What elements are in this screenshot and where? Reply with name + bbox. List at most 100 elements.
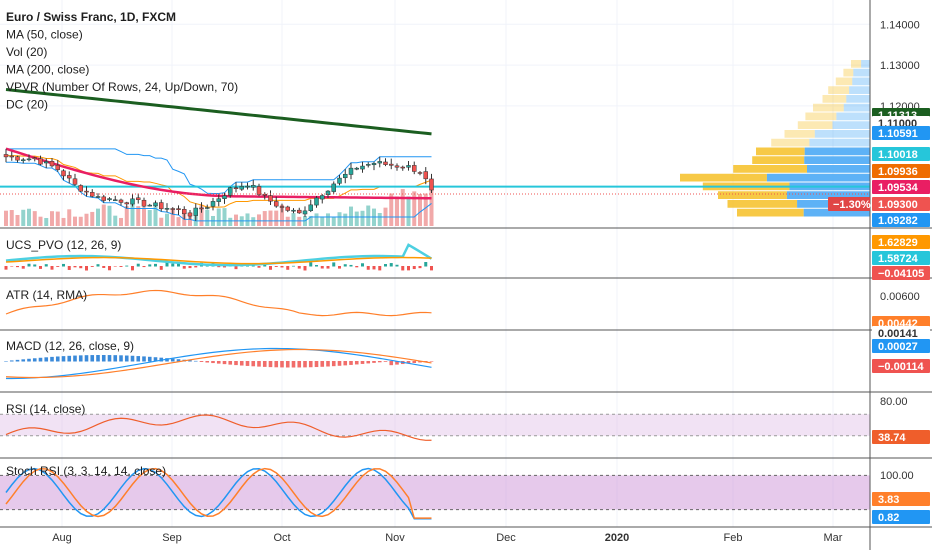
candle-body[interactable] (228, 187, 233, 196)
pvo-histogram-bar (79, 266, 83, 269)
volume-bar (251, 217, 256, 226)
indicator-badge: −0.00114 (878, 361, 924, 373)
candle-body[interactable] (199, 207, 204, 210)
candle-body[interactable] (32, 157, 37, 160)
candle-body[interactable] (216, 198, 221, 202)
candle-body[interactable] (55, 164, 60, 170)
candle-body[interactable] (78, 185, 83, 192)
macd-histogram-bar (44, 357, 49, 362)
candle-body[interactable] (210, 201, 216, 207)
candle-body[interactable] (377, 161, 382, 164)
candle-body[interactable] (21, 159, 26, 161)
candle-body[interactable] (360, 165, 365, 170)
vpvr-down-row (784, 130, 815, 138)
macd-histogram-bar (27, 358, 31, 362)
indicator-badge-bg (872, 235, 930, 249)
candle-body[interactable] (107, 198, 112, 201)
pvo-histogram-bar (177, 262, 180, 267)
candle-body[interactable] (67, 175, 72, 179)
vpvr-down-row (835, 77, 853, 86)
indicator-badge: 0.82 (878, 512, 899, 524)
candle-body[interactable] (291, 209, 296, 212)
indicator-legend: ATR (14, RMA) (6, 288, 87, 302)
candle-body[interactable] (245, 185, 250, 188)
candle-body[interactable] (15, 156, 20, 161)
candle-body[interactable] (170, 208, 175, 210)
candle-body[interactable] (429, 178, 434, 191)
candle-body[interactable] (366, 164, 371, 166)
candle-body[interactable] (371, 163, 377, 166)
candle-body[interactable] (256, 186, 262, 195)
candle-body[interactable] (130, 198, 135, 205)
candle-body[interactable] (9, 155, 14, 158)
candle-body[interactable] (308, 204, 313, 211)
candle-body[interactable] (124, 202, 129, 205)
candle-body[interactable] (141, 199, 147, 207)
candle-body[interactable] (113, 199, 118, 201)
candle-body[interactable] (38, 158, 43, 165)
candle-body[interactable] (383, 161, 388, 165)
pvo-histogram-bar (401, 266, 405, 271)
candle-body[interactable] (72, 178, 78, 185)
candle-body[interactable] (337, 177, 342, 184)
macd-histogram-bar (406, 361, 411, 364)
candle-body[interactable] (136, 197, 141, 200)
candle-body[interactable] (412, 165, 417, 172)
candle-body[interactable] (297, 209, 302, 214)
candle-body[interactable] (233, 187, 239, 190)
candle-body[interactable] (274, 201, 279, 207)
candle-body[interactable] (348, 167, 354, 175)
price-pane[interactable] (0, 88, 870, 226)
candle-body[interactable] (164, 208, 170, 210)
candle-body[interactable] (222, 195, 227, 199)
volume-bar (27, 208, 31, 226)
candle-body[interactable] (159, 202, 164, 210)
macd-histogram-bar (9, 360, 14, 362)
candle-body[interactable] (406, 165, 411, 168)
candle-body[interactable] (239, 186, 244, 190)
candle-body[interactable] (26, 158, 32, 161)
candle-body[interactable] (354, 167, 359, 170)
candle-body[interactable] (187, 212, 193, 217)
candle-body[interactable] (176, 208, 181, 210)
candle-body[interactable] (251, 185, 256, 188)
indicator-badge: 3.83 (878, 494, 899, 506)
candle-body[interactable] (182, 209, 187, 215)
candle-body[interactable] (3, 154, 9, 158)
candle-body[interactable] (314, 197, 319, 206)
candle-body[interactable] (147, 204, 152, 207)
candle-body[interactable] (153, 202, 158, 207)
candle-body[interactable] (118, 199, 124, 203)
candle-body[interactable] (95, 196, 101, 198)
candle-body[interactable] (44, 161, 49, 164)
candle-body[interactable] (49, 161, 55, 167)
candle-body[interactable] (84, 190, 89, 193)
candle-body[interactable] (325, 190, 331, 195)
time-axis[interactable]: Aug Sep Oct Nov Dec 2020 Feb Mar (52, 532, 843, 544)
candle-body[interactable] (320, 195, 325, 200)
candle-body[interactable] (343, 173, 348, 179)
volume-bar (314, 213, 319, 226)
candle-body[interactable] (285, 206, 290, 211)
candle-body[interactable] (101, 196, 106, 201)
candle-body[interactable] (400, 166, 405, 169)
candle-body[interactable] (268, 195, 273, 202)
candle-body[interactable] (331, 183, 336, 192)
candle-body[interactable] (61, 170, 66, 177)
vpvr-up-row (804, 156, 870, 164)
candle-body[interactable] (417, 172, 423, 174)
candle-body[interactable] (193, 207, 198, 216)
macd-histogram-bar (377, 361, 382, 363)
indicator-panes[interactable] (0, 243, 870, 520)
vpvr-up-row (803, 208, 870, 217)
candle-body[interactable] (302, 210, 308, 215)
candle-body[interactable] (394, 165, 400, 168)
candle-body[interactable] (279, 206, 285, 208)
candle-body[interactable] (389, 163, 394, 166)
indicator-badge: −0.04105 (878, 268, 924, 280)
candle-body[interactable] (205, 207, 210, 209)
price-axis[interactable]: 1.140001.130001.120001.113131.110001.105… (828, 19, 930, 524)
candle-body[interactable] (423, 171, 428, 180)
macd-histogram-bar (251, 361, 256, 367)
